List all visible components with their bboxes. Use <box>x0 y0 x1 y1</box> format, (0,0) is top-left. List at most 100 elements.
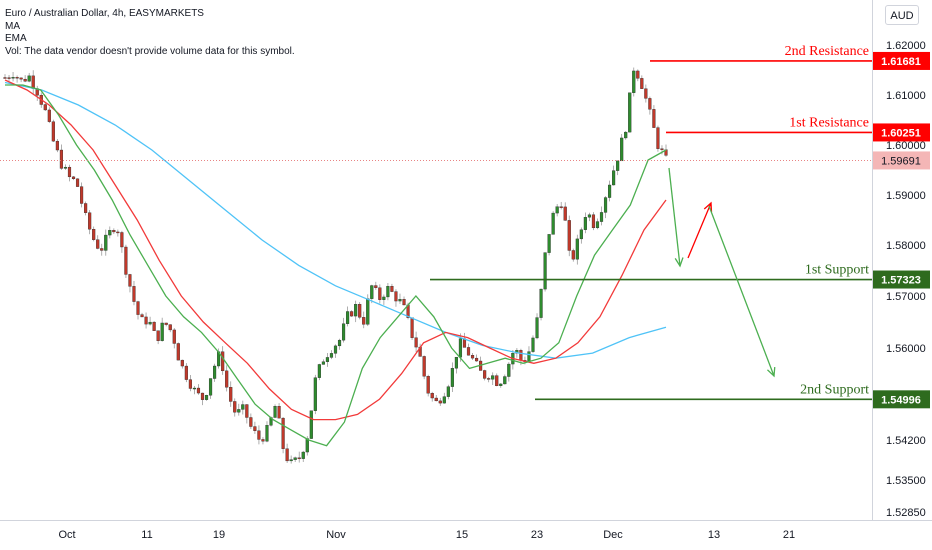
candle <box>168 324 172 331</box>
y-tick-label: 1.54200 <box>886 435 926 447</box>
level-label: 2nd Support <box>800 382 869 397</box>
candle <box>208 378 213 396</box>
candle <box>466 347 471 356</box>
candle <box>63 166 68 169</box>
candle <box>313 377 317 411</box>
candle <box>19 77 23 80</box>
level-price-value: 1.57323 <box>881 275 921 287</box>
level-label: 2nd Resistance <box>785 44 869 59</box>
candle <box>245 404 249 418</box>
candle <box>7 77 11 79</box>
candle <box>442 396 446 404</box>
candle <box>531 337 535 352</box>
currency-button[interactable]: AUD <box>885 5 919 25</box>
y-tick-label: 1.59000 <box>886 190 926 202</box>
candle <box>503 376 507 385</box>
candle <box>293 457 297 460</box>
candle <box>140 314 144 318</box>
level-price-tag[interactable] <box>873 390 930 409</box>
candle <box>341 323 346 341</box>
candle <box>370 285 374 299</box>
candle <box>51 121 55 142</box>
plot-area[interactable] <box>0 0 872 520</box>
level-price-tag[interactable] <box>873 51 930 70</box>
candle <box>31 75 35 89</box>
candle <box>152 321 156 331</box>
level-price-value: 1.60251 <box>881 127 921 139</box>
x-tick-label: 21 <box>783 529 795 541</box>
y-tick-label: 1.61000 <box>886 90 926 102</box>
candle <box>410 317 414 338</box>
candle <box>603 197 608 213</box>
candle <box>23 78 27 82</box>
candle <box>136 301 140 315</box>
projection-arrow-down-2 <box>708 205 775 377</box>
x-tick-label: Oct <box>58 529 75 541</box>
candle <box>398 299 402 302</box>
candle <box>273 406 277 418</box>
candle <box>616 160 620 171</box>
candle <box>487 378 491 380</box>
candle <box>204 395 209 400</box>
candle <box>374 285 378 288</box>
candle <box>535 317 539 339</box>
candle <box>539 288 543 318</box>
candle <box>624 131 628 139</box>
candle <box>390 286 394 292</box>
candle <box>648 98 652 110</box>
candle <box>547 234 551 253</box>
candle <box>358 304 362 318</box>
candle <box>499 383 503 386</box>
projection-arrow-up-head <box>703 201 713 213</box>
x-tick-label: 19 <box>213 529 225 541</box>
candle <box>438 400 442 404</box>
y-tick-label: 1.56000 <box>886 343 926 355</box>
candle <box>664 149 668 156</box>
candle <box>559 206 563 208</box>
candle <box>100 248 104 251</box>
candle <box>305 438 309 453</box>
candle <box>354 304 358 317</box>
candle <box>192 387 197 390</box>
current-price-value: 1.59691 <box>881 155 921 167</box>
candle <box>386 286 390 298</box>
ema-indicator-label[interactable]: EMA <box>5 33 27 44</box>
candle <box>640 78 644 89</box>
level-price-tag[interactable] <box>873 123 930 142</box>
x-tick-label: Nov <box>326 529 346 541</box>
ma-indicator-label[interactable]: MA <box>5 20 20 32</box>
candle <box>366 298 370 325</box>
level-price-tag[interactable] <box>873 270 930 289</box>
volume-note: Vol: The data vendor doesn't provide vol… <box>5 45 295 57</box>
candle <box>402 299 406 306</box>
candle <box>47 109 51 122</box>
candle <box>180 359 184 367</box>
candle <box>120 232 124 248</box>
candle <box>414 337 418 348</box>
candle <box>80 186 84 204</box>
level-label: 1st Support <box>805 263 869 278</box>
candle <box>644 88 648 99</box>
candle <box>96 239 100 249</box>
candle <box>160 322 164 341</box>
candle <box>188 379 192 389</box>
candle <box>507 363 511 377</box>
symbol-title[interactable]: Euro / Australian Dollar, 4h, EASYMARKET… <box>5 8 204 19</box>
candle <box>249 417 253 427</box>
candle <box>144 316 148 325</box>
candle <box>237 409 241 413</box>
candle <box>265 425 269 442</box>
candle <box>75 178 80 187</box>
level-price-value: 1.54996 <box>881 394 921 406</box>
candle <box>579 229 583 240</box>
candle <box>104 234 108 251</box>
candle <box>430 393 434 399</box>
candle <box>15 77 19 79</box>
current-price-tag[interactable] <box>873 151 930 170</box>
candle <box>329 353 334 358</box>
candle <box>454 356 458 369</box>
candle <box>3 77 7 79</box>
candle <box>607 184 612 198</box>
